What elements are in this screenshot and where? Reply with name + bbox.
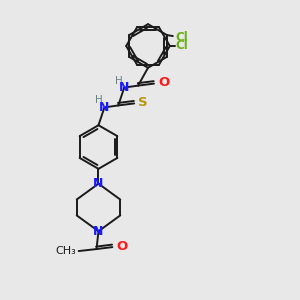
Text: H: H bbox=[115, 76, 122, 85]
Text: Cl: Cl bbox=[176, 40, 188, 52]
Text: O: O bbox=[116, 240, 128, 253]
Text: N: N bbox=[99, 101, 110, 114]
Text: H: H bbox=[95, 95, 102, 105]
Text: N: N bbox=[93, 225, 104, 238]
Text: N: N bbox=[119, 81, 129, 94]
Text: N: N bbox=[93, 177, 104, 190]
Text: O: O bbox=[158, 76, 169, 89]
Text: Cl: Cl bbox=[176, 31, 189, 44]
Text: S: S bbox=[138, 96, 148, 109]
Text: CH₃: CH₃ bbox=[55, 246, 76, 256]
